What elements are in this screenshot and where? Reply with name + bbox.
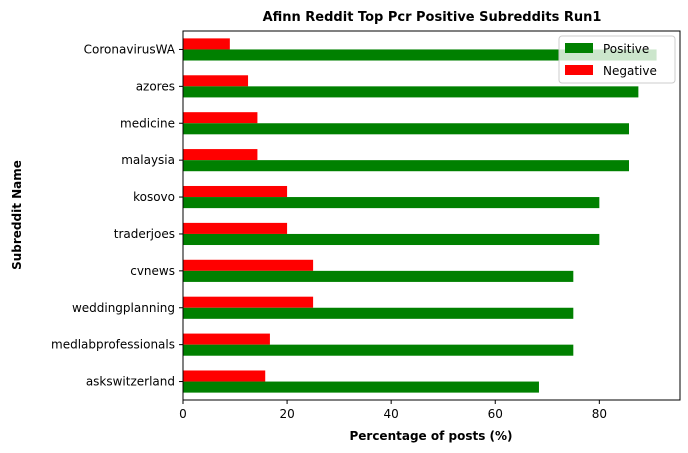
- x-tick-label: 60: [488, 407, 503, 421]
- bar-negative-cvnews: [183, 259, 314, 271]
- y-tick-label: malaysia: [121, 153, 175, 167]
- legend-label-positive: Positive: [603, 42, 649, 56]
- x-tick-label: 0: [179, 407, 187, 421]
- bar-negative-malaysia: [183, 149, 258, 161]
- bar-positive-medicine: [183, 123, 629, 135]
- bar-negative-medicine: [183, 112, 258, 124]
- plot-frame: [182, 30, 681, 401]
- x-axis-label: Percentage of posts (%): [349, 429, 512, 443]
- y-tick-label: CoronavirusWA: [84, 42, 176, 56]
- y-tick-label: medicine: [120, 116, 175, 130]
- y-tick-label: weddingplanning: [72, 301, 175, 315]
- x-tick-label: 40: [384, 407, 399, 421]
- y-tick-label: azores: [136, 79, 175, 93]
- legend: Positive Negative: [558, 35, 676, 84]
- y-axis-label: Subreddit Name: [10, 160, 24, 270]
- bar-positive-malaysia: [183, 160, 629, 172]
- x-tick-label: 80: [592, 407, 607, 421]
- bar-negative-weddingplanning: [183, 296, 314, 308]
- bar-positive-CoronavirusWA: [183, 49, 657, 61]
- bar-negative-medlabprofessionals: [183, 333, 270, 345]
- bar-positive-azores: [183, 86, 639, 98]
- bar-negative-azores: [183, 75, 249, 87]
- bar-negative-kosovo: [183, 185, 288, 198]
- legend-label-negative: Negative: [603, 64, 657, 78]
- bar-positive-cvnews: [183, 270, 574, 282]
- x-axis-ticks: 0 20 40 60 80: [179, 400, 607, 421]
- bar-positive-kosovo: [183, 197, 600, 209]
- y-tick-label: askswitzerland: [86, 375, 175, 389]
- bar-positive-weddingplanning: [183, 307, 574, 319]
- bar-positive-traderjoes: [183, 233, 600, 246]
- bar-positive-askswitzerland: [183, 381, 539, 393]
- bar-positive-medlabprofessionals: [183, 344, 574, 356]
- bar-negative-CoronavirusWA: [183, 38, 230, 50]
- y-tick-label: traderjoes: [114, 227, 175, 241]
- y-tick-label: kosovo: [133, 190, 175, 204]
- y-tick-label: cvnews: [130, 264, 175, 278]
- chart-title: Afinn Reddit Top Pcr Positive Subreddits…: [263, 10, 602, 25]
- bar-negative-askswitzerland: [183, 370, 266, 382]
- y-tick-label: medlabprofessionals: [51, 338, 175, 352]
- bars-group: [183, 38, 657, 393]
- x-tick-label: 20: [279, 407, 294, 421]
- bar-negative-traderjoes: [183, 222, 288, 234]
- legend-swatch-negative: [565, 65, 593, 75]
- y-axis-ticks: CoronavirusWA azores medicine malaysia kosov…: [51, 42, 183, 389]
- legend-swatch-positive: [565, 43, 593, 53]
